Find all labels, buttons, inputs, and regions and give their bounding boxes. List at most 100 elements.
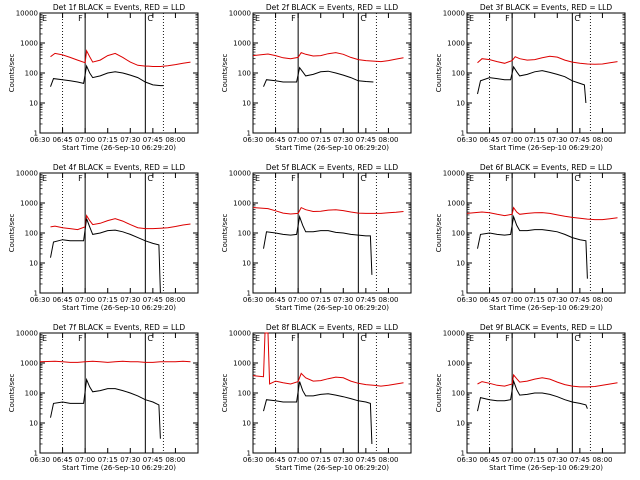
y-axis-label: Counts/sec — [221, 54, 229, 93]
x-tick-label: 06:45 — [52, 136, 72, 144]
events-series-line — [50, 377, 161, 439]
y-tick-label: 1 — [461, 130, 465, 138]
x-axis-label: Start Time (26-Sep-10 06:29:20) — [62, 304, 176, 312]
lld-series-line — [252, 332, 404, 387]
x-tick-label: 08:00 — [378, 136, 398, 144]
y-axis-label: Counts/sec — [435, 214, 443, 253]
x-tick-label: 07:15 — [311, 136, 331, 144]
marker-label: F — [505, 334, 510, 343]
panel-2: Det 2f BLACK = Events, RED = LLD 1 10 100 10… — [221, 3, 412, 152]
x-tick-label: 06:30 — [30, 136, 50, 144]
x-tick-label: 06:45 — [265, 296, 285, 304]
panel-title: Det 6f BLACK = Events, RED = LLD — [480, 163, 613, 172]
x-tick-label: 06:45 — [265, 136, 285, 144]
y-tick-label: 100 — [238, 70, 251, 78]
marker-label: E — [42, 14, 47, 23]
y-tick-label: 100 — [452, 390, 465, 398]
x-tick-label: 07:15 — [98, 136, 118, 144]
x-tick-label: 08:00 — [165, 136, 185, 144]
marker-label: C — [574, 174, 580, 183]
x-tick-label: 08:00 — [592, 136, 612, 144]
y-tick-label: 10 — [29, 420, 38, 428]
y-tick-label: 100 — [25, 70, 38, 78]
x-tick-label: 07:45 — [570, 136, 590, 144]
x-axis-label: Start Time (26-Sep-10 06:29:20) — [275, 464, 389, 472]
y-axis-label: Counts/sec — [221, 374, 229, 413]
y-tick-label: 1000 — [20, 200, 38, 208]
x-tick-label: 06:30 — [243, 456, 263, 464]
y-tick-label: 10000 — [229, 10, 251, 18]
x-tick-label: 07:45 — [143, 136, 163, 144]
x-tick-label: 07:30 — [333, 456, 353, 464]
y-tick-label: 1 — [34, 450, 38, 458]
y-tick-label: 1 — [247, 290, 251, 298]
marker-label: C — [360, 14, 366, 23]
panel-title: Det 8f BLACK = Events, RED = LLD — [266, 323, 399, 332]
x-tick-label: 07:15 — [98, 296, 118, 304]
x-tick-label: 06:30 — [243, 296, 263, 304]
x-axis-label: Start Time (26-Sep-10 06:29:20) — [62, 464, 176, 472]
x-tick-label: 07:00 — [288, 296, 308, 304]
marker-label: C — [574, 14, 580, 23]
marker-label: F — [78, 334, 83, 343]
x-tick-label: 07:30 — [120, 456, 140, 464]
y-axis-label: Counts/sec — [8, 214, 16, 253]
y-tick-label: 1 — [461, 450, 465, 458]
x-tick-label: 08:00 — [378, 296, 398, 304]
x-tick-label: 08:00 — [165, 456, 185, 464]
panel-title: Det 2f BLACK = Events, RED = LLD — [266, 3, 399, 12]
x-axis-label: Start Time (26-Sep-10 06:29:20) — [275, 304, 389, 312]
panel-1: Det 1f BLACK = Events, RED = LLD 1 10 100 10… — [8, 3, 199, 152]
x-tick-label: 07:30 — [547, 296, 567, 304]
y-tick-label: 1 — [34, 290, 38, 298]
y-tick-label: 10 — [29, 260, 38, 268]
marker-label: E — [469, 334, 474, 343]
y-tick-label: 100 — [452, 70, 465, 78]
y-tick-label: 100 — [452, 230, 465, 238]
y-tick-label: 10000 — [16, 330, 38, 338]
marker-label: F — [78, 174, 83, 183]
y-axis-label: Counts/sec — [8, 54, 16, 93]
marker-label: C — [360, 334, 366, 343]
y-axis-label: Counts/sec — [435, 54, 443, 93]
y-axis-label: Counts/sec — [435, 374, 443, 413]
marker-label: E — [255, 334, 260, 343]
x-tick-label: 08:00 — [592, 456, 612, 464]
events-series-line — [477, 65, 587, 104]
y-axis-label: Counts/sec — [221, 214, 229, 253]
lld-series-line — [466, 206, 618, 221]
lld-series-line — [50, 49, 191, 67]
x-axis-label: Start Time (26-Sep-10 06:29:20) — [489, 304, 603, 312]
x-tick-label: 06:30 — [457, 456, 477, 464]
lld-series-line — [252, 51, 404, 63]
marker-label: E — [469, 14, 474, 23]
x-tick-label: 06:30 — [243, 136, 263, 144]
y-tick-label: 1 — [461, 290, 465, 298]
y-tick-label: 1000 — [233, 40, 251, 48]
y-tick-label: 100 — [238, 390, 251, 398]
marker-label: E — [42, 334, 47, 343]
y-tick-label: 10 — [456, 100, 465, 108]
y-tick-label: 10 — [242, 100, 251, 108]
x-axis-label: Start Time (26-Sep-10 06:29:20) — [489, 464, 603, 472]
x-tick-label: 07:45 — [143, 296, 163, 304]
y-tick-label: 10000 — [443, 170, 465, 178]
lld-series-line — [477, 55, 618, 65]
marker-label: F — [78, 14, 83, 23]
x-tick-label: 07:30 — [120, 296, 140, 304]
x-axis-label: Start Time (26-Sep-10 06:29:20) — [489, 144, 603, 152]
x-tick-label: 07:30 — [333, 136, 353, 144]
marker-label: E — [469, 174, 474, 183]
y-tick-label: 10 — [29, 100, 38, 108]
lld-series-line — [477, 373, 618, 388]
x-tick-label: 07:15 — [311, 456, 331, 464]
marker-label: E — [42, 174, 47, 183]
x-tick-label: 07:15 — [311, 296, 331, 304]
x-tick-label: 07:15 — [98, 456, 118, 464]
x-tick-label: 06:30 — [30, 456, 50, 464]
panel-7: Det 7f BLACK = Events, RED = LLD 1 10 100 10… — [8, 323, 199, 472]
panel-5: Det 5f BLACK = Events, RED = LLD 1 10 100 10… — [221, 163, 412, 312]
marker-label: C — [147, 14, 153, 23]
x-tick-label: 06:45 — [479, 296, 499, 304]
x-axis-label: Start Time (26-Sep-10 06:29:20) — [275, 144, 389, 152]
